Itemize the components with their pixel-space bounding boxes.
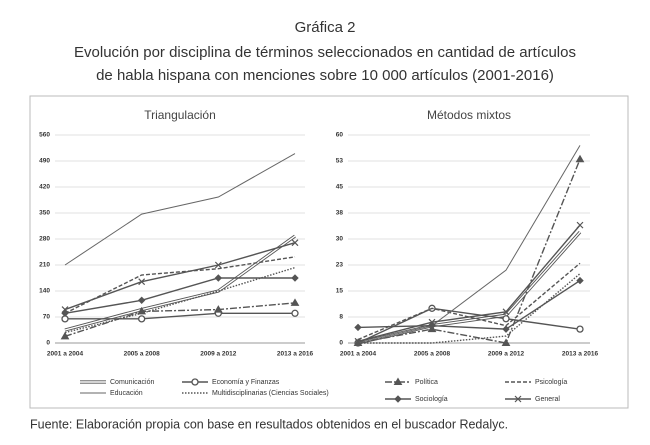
- data-point: [291, 239, 299, 247]
- y-tick-label: 8: [339, 314, 343, 321]
- x-tick-label: 2005 a 2008: [414, 351, 451, 358]
- chart-frame: [29, 95, 629, 409]
- y-tick-label: 490: [39, 158, 50, 165]
- legend-marker: [514, 395, 522, 403]
- data-point: [576, 276, 584, 285]
- x-tick-label: 2009 a 2012: [200, 351, 237, 358]
- data-point: [290, 298, 300, 306]
- y-tick-label: 15: [336, 288, 344, 295]
- series-line: [357, 159, 581, 344]
- legend-label: Comunicación: [110, 379, 154, 386]
- series-line: [64, 266, 296, 334]
- data-point: [61, 306, 69, 313]
- series-line: [357, 307, 581, 344]
- y-tick-label: 560: [39, 132, 50, 139]
- y-tick-label: 350: [39, 210, 50, 217]
- data-point: [291, 274, 299, 282]
- source-note: Fuente: Elaboración propia con base en r…: [30, 417, 508, 431]
- series-line: [64, 277, 295, 314]
- data-point: [138, 278, 146, 286]
- data-point: [214, 274, 223, 282]
- data-point: [291, 309, 299, 317]
- y-tick-label: 30: [336, 236, 344, 243]
- x-tick-label: 2001 a 2004: [47, 351, 84, 358]
- legend-label: Multidisciplinarias (Ciencias Sociales): [212, 390, 329, 397]
- series-line: [357, 280, 581, 330]
- y-tick-label: 45: [336, 184, 344, 191]
- data-point: [576, 221, 584, 229]
- y-tick-label: 38: [336, 210, 344, 217]
- y-tick-label: 0: [46, 340, 50, 347]
- legend-marker: [393, 377, 403, 385]
- data-point: [213, 305, 223, 313]
- data-point: [501, 338, 511, 346]
- series-line: [358, 273, 581, 344]
- y-tick-label: 420: [39, 184, 50, 191]
- chart-subtitle: Evolución por disciplina de términos sel…: [74, 44, 576, 61]
- legend-marker: [394, 395, 402, 403]
- panel-title: Métodos mixtos: [427, 108, 511, 122]
- series-line: [357, 262, 581, 341]
- data-point: [428, 318, 436, 326]
- x-tick-label: 2009 a 2012: [488, 351, 525, 358]
- chart-subtitle: de habla hispana con menciones sobre 10 …: [96, 67, 554, 84]
- data-point: [502, 315, 510, 323]
- data-point: [214, 261, 222, 269]
- data-point: [60, 331, 70, 340]
- data-point: [502, 325, 510, 333]
- series-line: [64, 242, 296, 311]
- data-point: [575, 154, 585, 163]
- data-point: [576, 325, 584, 333]
- series-line: [64, 256, 296, 314]
- series-line: [64, 302, 296, 337]
- legend-label: Psicología: [535, 379, 567, 386]
- y-tick-label: 210: [39, 262, 50, 269]
- y-tick-label: 53: [336, 158, 344, 165]
- x-tick-label: 2013 a 2016: [277, 351, 314, 358]
- data-point: [502, 308, 510, 316]
- data-point: [354, 323, 362, 332]
- x-tick-label: 2001 a 2004: [340, 351, 377, 358]
- x-tick-label: 2013 a 2016: [562, 351, 599, 358]
- y-tick-label: 0: [339, 340, 343, 347]
- series-line: [64, 235, 296, 331]
- legend-label: General: [535, 396, 560, 403]
- y-tick-label: 23: [336, 262, 344, 269]
- y-tick-label: 70: [43, 314, 51, 321]
- data-point: [138, 315, 146, 323]
- data-point: [354, 337, 362, 345]
- legend-label: Política: [415, 379, 438, 386]
- series-line: [65, 312, 295, 320]
- panel-title: Triangulación: [144, 108, 216, 122]
- series-line: [357, 145, 581, 344]
- legend-label: Sociología: [415, 396, 448, 403]
- data-point: [137, 296, 146, 304]
- series-line: [357, 224, 581, 342]
- legend-marker: [191, 378, 199, 386]
- x-tick-label: 2005 a 2008: [124, 351, 161, 358]
- legend-label: Economía y Finanzas: [212, 379, 280, 386]
- chart-title: Gráfica 2: [295, 19, 356, 36]
- y-tick-label: 60: [336, 132, 344, 139]
- series-line: [64, 153, 296, 266]
- y-tick-label: 280: [39, 236, 50, 243]
- y-tick-label: 140: [39, 288, 50, 295]
- legend-label: Educación: [110, 390, 143, 397]
